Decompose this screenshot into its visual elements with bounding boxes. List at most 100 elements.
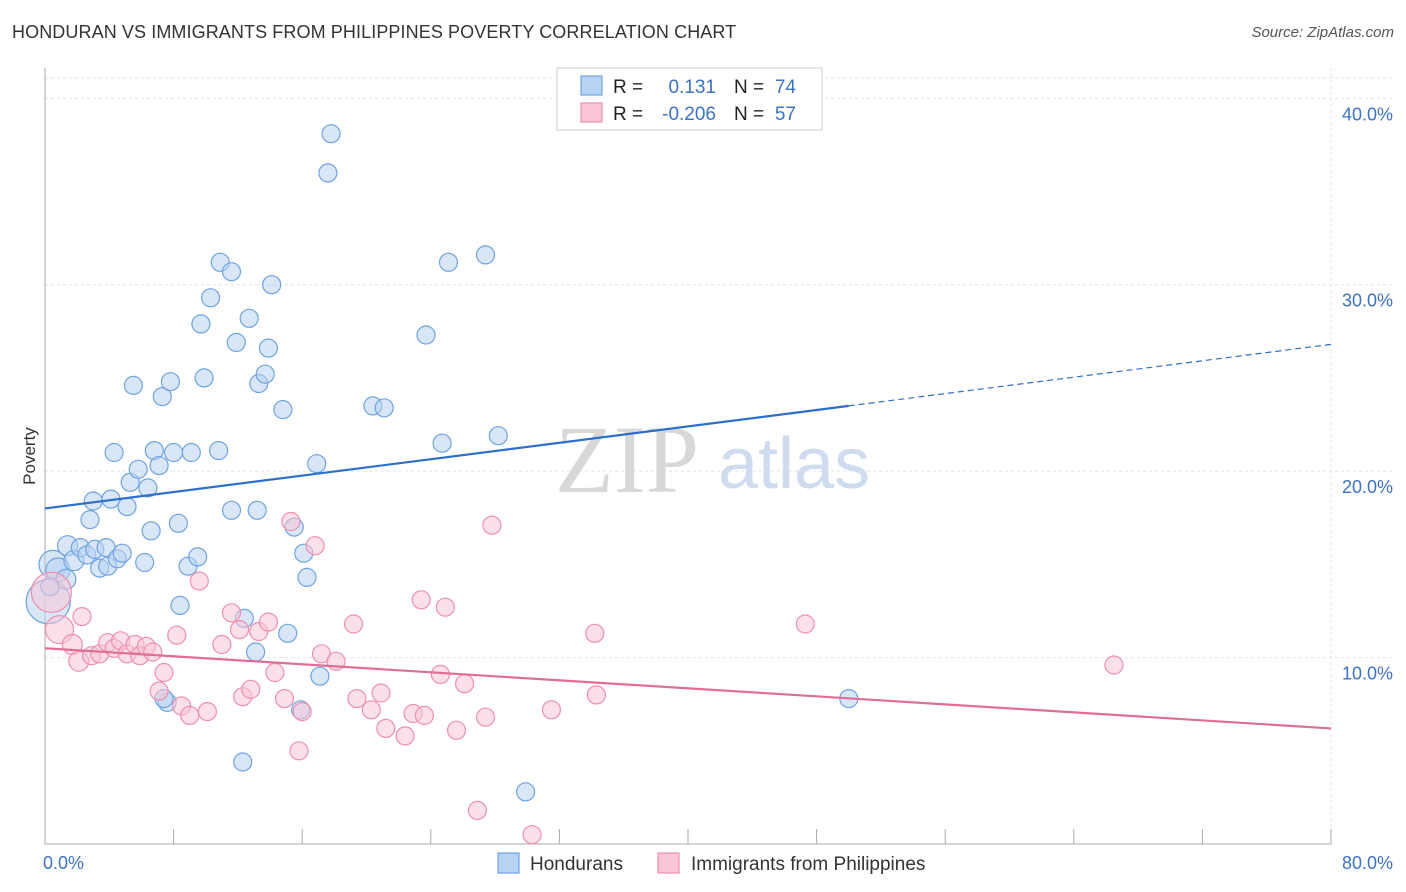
data-point bbox=[180, 705, 200, 726]
data-point bbox=[233, 752, 253, 772]
y-tick-label: 40.0% bbox=[1342, 104, 1393, 124]
stats-legend-r-label-2: R = bbox=[613, 104, 643, 125]
data-point bbox=[104, 442, 124, 463]
watermark-zip: ZIP bbox=[555, 406, 699, 513]
chart-source: Source: ZipAtlas.com bbox=[1251, 24, 1394, 41]
series-legend: Hondurans Immigrants from Philippines bbox=[497, 852, 925, 875]
data-point bbox=[258, 338, 278, 358]
data-point bbox=[168, 513, 188, 533]
data-point bbox=[128, 459, 148, 479]
data-point bbox=[795, 614, 815, 634]
stats-legend-n-label-1: N = bbox=[734, 77, 764, 98]
data-point bbox=[164, 442, 184, 463]
y-tick-labels: 10.0% 20.0% 30.0% 40.0% bbox=[1342, 104, 1393, 683]
series-legend-label-philippines: Immigrants from Philippines bbox=[691, 854, 925, 875]
data-point bbox=[374, 398, 394, 418]
data-point bbox=[141, 521, 161, 541]
watermark: ZIP atlas bbox=[555, 406, 870, 513]
y-axis-title: Poverty bbox=[20, 427, 39, 485]
data-point bbox=[117, 497, 137, 517]
data-point bbox=[522, 825, 542, 845]
data-point bbox=[274, 688, 295, 709]
data-point bbox=[297, 567, 317, 588]
data-point bbox=[265, 662, 285, 683]
data-point bbox=[475, 245, 496, 265]
axes bbox=[44, 68, 1332, 845]
data-point bbox=[416, 325, 436, 345]
stats-legend-r-value-2: -0.206 bbox=[662, 104, 716, 125]
data-point bbox=[221, 500, 242, 520]
chart-title: HONDURAN VS IMMIGRANTS FROM PHILIPPINES … bbox=[12, 22, 737, 42]
data-point bbox=[189, 571, 209, 591]
data-point bbox=[255, 364, 275, 384]
data-point bbox=[149, 456, 169, 476]
data-point bbox=[160, 372, 180, 392]
data-point bbox=[376, 718, 396, 739]
data-point bbox=[188, 547, 208, 567]
data-point bbox=[194, 368, 214, 388]
data-point bbox=[246, 642, 266, 662]
data-point bbox=[247, 500, 267, 520]
data-point bbox=[305, 536, 325, 556]
data-point bbox=[455, 674, 475, 694]
stats-legend-n-label-2: N = bbox=[734, 104, 764, 125]
x-tick-label-max: 80.0% bbox=[1342, 853, 1393, 873]
data-point bbox=[262, 275, 282, 295]
data-point bbox=[344, 614, 364, 634]
data-point bbox=[273, 400, 293, 420]
data-point bbox=[467, 800, 487, 821]
data-point bbox=[221, 603, 242, 623]
data-point bbox=[310, 666, 330, 686]
data-point bbox=[80, 509, 100, 530]
stats-legend-swatch-philippines bbox=[580, 102, 603, 123]
stats-legend-r-value-1: 0.131 bbox=[668, 77, 716, 98]
data-point bbox=[361, 700, 381, 720]
stats-legend-swatch-hondurans bbox=[580, 75, 603, 96]
data-point bbox=[30, 571, 73, 613]
data-point bbox=[347, 688, 367, 709]
data-point bbox=[135, 552, 155, 573]
data-point bbox=[112, 543, 132, 563]
stats-legend: R = 0.131 N = 74 R = -0.206 N = 57 bbox=[556, 67, 823, 131]
data-point bbox=[191, 314, 211, 334]
data-point bbox=[138, 478, 158, 498]
data-point bbox=[170, 595, 190, 616]
data-point bbox=[167, 625, 187, 645]
data-point bbox=[143, 642, 163, 662]
data-point bbox=[318, 163, 338, 183]
trend-line-philippines bbox=[44, 647, 1332, 730]
data-point bbox=[475, 707, 496, 727]
data-point bbox=[152, 387, 172, 407]
series-legend-label-hondurans: Hondurans bbox=[530, 854, 623, 875]
stats-legend-n-value-2: 57 bbox=[775, 104, 796, 125]
y-tick-label: 20.0% bbox=[1342, 477, 1393, 497]
data-point bbox=[212, 634, 232, 655]
data-point bbox=[209, 441, 229, 461]
data-point bbox=[321, 124, 341, 144]
data-point bbox=[123, 375, 143, 395]
data-point bbox=[395, 726, 415, 746]
data-point bbox=[181, 442, 201, 463]
data-point bbox=[482, 515, 502, 535]
data-point bbox=[72, 606, 92, 627]
data-point bbox=[430, 664, 450, 685]
data-point bbox=[201, 288, 221, 308]
y-tick-label: 10.0% bbox=[1342, 664, 1393, 684]
data-point bbox=[197, 701, 217, 722]
data-point bbox=[226, 332, 246, 353]
data-point bbox=[411, 590, 431, 610]
data-point bbox=[586, 685, 607, 705]
data-point bbox=[289, 741, 309, 761]
data-point bbox=[585, 623, 605, 643]
data-point bbox=[432, 433, 452, 453]
data-point bbox=[281, 511, 301, 532]
data-point bbox=[154, 662, 174, 683]
data-point bbox=[258, 612, 278, 632]
data-point bbox=[541, 700, 562, 720]
trend-line-extension-hondurans bbox=[848, 343, 1332, 407]
data-point bbox=[278, 623, 298, 643]
watermark-atlas: atlas bbox=[718, 424, 870, 504]
data-point bbox=[446, 720, 467, 740]
stats-legend-r-label-1: R = bbox=[613, 77, 643, 98]
